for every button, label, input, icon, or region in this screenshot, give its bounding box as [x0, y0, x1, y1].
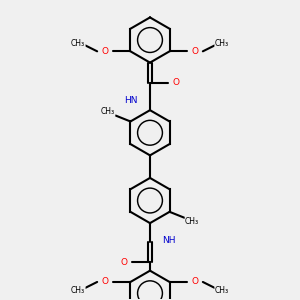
Text: CH₃: CH₃	[215, 286, 229, 295]
Text: O: O	[192, 278, 199, 286]
Text: O: O	[101, 278, 108, 286]
Text: O: O	[101, 47, 108, 56]
Text: CH₃: CH₃	[71, 286, 85, 295]
Text: CH₃: CH₃	[185, 217, 199, 226]
Text: NH: NH	[162, 236, 175, 245]
Text: CH₃: CH₃	[215, 38, 229, 47]
Text: HN: HN	[124, 96, 138, 105]
Text: O: O	[192, 47, 199, 56]
Text: CH₃: CH₃	[71, 38, 85, 47]
Text: O: O	[121, 258, 128, 267]
Text: CH₃: CH₃	[101, 107, 115, 116]
Text: O: O	[172, 78, 179, 87]
